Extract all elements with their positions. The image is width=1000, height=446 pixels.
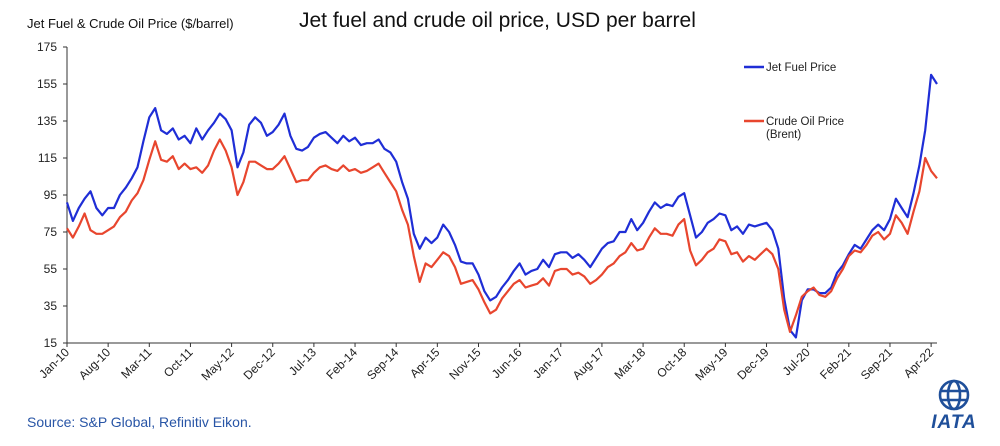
- globe-icon: IATA: [931, 379, 977, 433]
- x-tick-label: Feb-14: [323, 345, 360, 382]
- x-tick-label: Dec-12: [241, 345, 278, 382]
- x-tick-label: Oct-18: [654, 345, 690, 381]
- y-tick-label: 175: [37, 40, 57, 54]
- x-tick-label: May-12: [199, 345, 237, 383]
- x-tick-label: Apr-22: [901, 345, 937, 381]
- series-line-crude-oil: [66, 138, 938, 333]
- x-tick-label: Nov-15: [446, 345, 483, 382]
- y-tick-label: 155: [37, 77, 57, 91]
- series-line-jet-fuel: [65, 73, 938, 339]
- svg-text:IATA: IATA: [931, 412, 977, 432]
- x-tick-label: Mar-18: [611, 345, 648, 382]
- x-tick-label: Aug-17: [570, 345, 607, 382]
- legend-label: Jet Fuel Price: [766, 62, 836, 74]
- x-tick-label: Mar-11: [118, 345, 154, 381]
- x-tick-label: Sep-14: [364, 345, 401, 382]
- x-tick-label: May-19: [692, 345, 730, 383]
- legend-label: Crude Oil Price: [766, 116, 844, 128]
- x-tick-label: Dec-19: [734, 345, 771, 382]
- source-note: Source: S&P Global, Refinitiv Eikon.: [27, 414, 252, 430]
- y-tick-label: 55: [44, 262, 58, 276]
- y-axis-label: Jet Fuel & Crude Oil Price ($/barrel): [27, 16, 234, 31]
- x-tick-label: Jan-17: [530, 345, 566, 381]
- x-tick-label: Jul-20: [780, 345, 813, 378]
- y-tick-label: 35: [44, 299, 58, 313]
- x-tick-label: Apr-15: [407, 345, 443, 381]
- y-tick-label: 75: [44, 225, 58, 239]
- x-tick-label: Feb-21: [817, 345, 854, 382]
- x-tick-label: Jul-13: [286, 345, 319, 378]
- y-tick-label: 115: [38, 151, 57, 165]
- iata-logo: IATA: [918, 378, 990, 433]
- y-tick-label: 135: [37, 114, 57, 128]
- x-tick-label: Jan-10: [36, 345, 72, 381]
- y-tick-label: 15: [44, 336, 58, 350]
- y-tick-label: 95: [44, 188, 58, 202]
- x-tick-label: Jun-16: [489, 345, 525, 381]
- x-tick-label: Oct-11: [161, 345, 196, 380]
- x-tick-label: Sep-21: [858, 345, 895, 382]
- x-tick-label: Aug-10: [76, 345, 113, 382]
- legend-label: (Brent): [766, 129, 801, 141]
- chart-title: Jet fuel and crude oil price, USD per ba…: [299, 9, 696, 32]
